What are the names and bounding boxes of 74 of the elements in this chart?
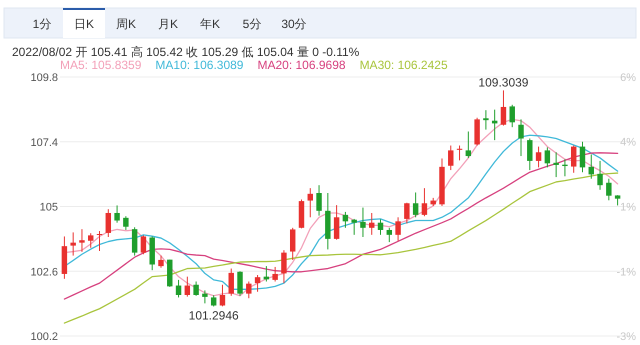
y-tick-label: 109.8 <box>30 72 58 84</box>
candlestick <box>88 232 94 248</box>
candlestick <box>193 281 199 296</box>
candlestick <box>281 250 287 284</box>
candlestick <box>606 178 612 201</box>
candlestick <box>588 154 594 180</box>
text: 日K <box>74 17 94 31</box>
text: MA10: 106.3089 <box>155 58 244 72</box>
candlestick <box>395 216 401 242</box>
candlestick <box>246 281 252 299</box>
candlestick <box>492 109 498 141</box>
candlestick <box>79 228 85 252</box>
candlestick <box>456 145 462 161</box>
candlestick <box>360 207 366 238</box>
candlestick <box>351 218 357 236</box>
text: MA5: 105.8359 <box>60 58 142 72</box>
candlestick <box>210 294 216 307</box>
candlestick <box>264 266 270 282</box>
candlestick <box>202 290 208 304</box>
candlestick <box>544 146 550 168</box>
candlestick <box>466 131 472 158</box>
text: MA20: 106.9698 <box>257 58 346 72</box>
text: 30分 <box>281 17 307 31</box>
candlestick <box>114 204 120 224</box>
candlestick <box>106 208 112 238</box>
candlestick <box>228 268 234 296</box>
y-tick-label: 105 <box>40 202 58 214</box>
candlestick <box>422 188 428 217</box>
candlestick <box>412 192 418 218</box>
line-series <box>64 172 618 324</box>
candlestick <box>184 276 190 298</box>
candlestick <box>562 158 568 177</box>
text: 5分 <box>242 17 262 31</box>
annotation: 109.3039 <box>478 75 529 90</box>
candlestick <box>386 227 392 243</box>
annotation: 101.2946 <box>188 308 240 322</box>
candlestick <box>254 274 260 292</box>
candlestick <box>448 145 454 171</box>
candlestick <box>316 184 322 216</box>
candlestick <box>342 211 348 228</box>
candlestick <box>140 234 146 255</box>
candlestick <box>518 118 524 157</box>
candlestick <box>132 226 138 256</box>
candlestick <box>510 104 515 128</box>
candlestick <box>272 266 278 282</box>
candlestick <box>334 204 340 240</box>
candlestick <box>536 146 542 168</box>
candlestick <box>570 145 576 174</box>
y-tick-label: 107.4 <box>30 136 58 149</box>
candlestick <box>123 216 129 230</box>
text: MA30: 106.2425 <box>360 58 448 72</box>
candlestick <box>290 227 296 260</box>
text: 年K <box>200 17 220 31</box>
candlestick <box>553 152 559 178</box>
text: 月K <box>158 17 178 31</box>
text: 2022/08/02 开 105.41 高 105.42 收 105.29 低 105.04 量 0 -0.11% <box>12 45 360 59</box>
candlestick <box>369 212 374 236</box>
candlestick <box>500 90 506 126</box>
candlestick <box>176 279 182 298</box>
candlestick <box>220 284 226 307</box>
candlestick <box>378 218 384 236</box>
y-tick-label: 102.6 <box>30 266 58 278</box>
candlestick <box>527 138 533 171</box>
candlestick <box>237 270 243 296</box>
y-tick-label: 100.2 <box>30 331 58 343</box>
candlestick <box>96 230 102 252</box>
candlestick <box>70 232 76 256</box>
candlestick <box>308 188 313 218</box>
candlestick <box>580 141 586 173</box>
candlestick <box>404 202 410 224</box>
text: 周K <box>116 17 136 31</box>
candlestick <box>597 160 603 190</box>
text: 1分 <box>32 17 52 31</box>
candlestick <box>614 194 620 206</box>
